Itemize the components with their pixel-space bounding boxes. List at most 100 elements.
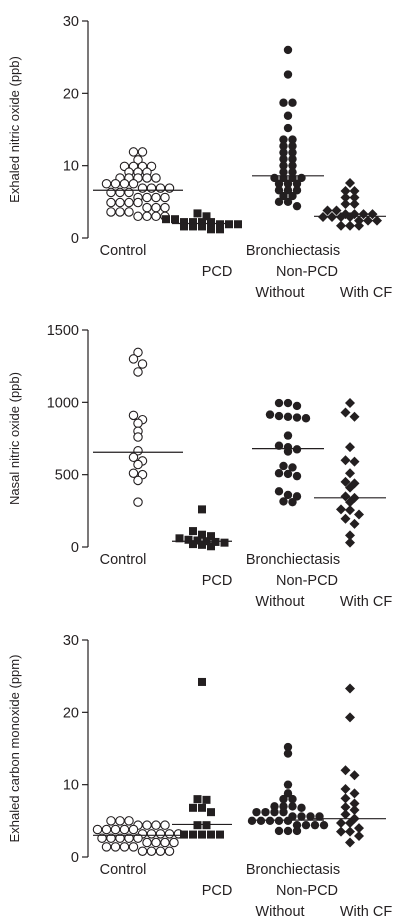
category-label-without: Without	[255, 594, 304, 610]
data-point	[274, 487, 284, 496]
data-point	[297, 812, 306, 821]
data-point	[137, 183, 148, 193]
data-point	[142, 192, 152, 203]
data-point	[283, 490, 293, 500]
data-point	[189, 830, 197, 839]
category-label-nonpcd: Non-PCD	[276, 883, 338, 899]
data-point	[319, 820, 329, 830]
data-point	[279, 807, 288, 817]
data-point	[207, 532, 215, 541]
data-point	[354, 823, 364, 834]
data-point	[349, 770, 360, 781]
data-point	[292, 201, 302, 211]
data-point	[288, 98, 297, 107]
data-point	[133, 197, 143, 208]
data-point	[297, 803, 306, 813]
data-point	[155, 829, 166, 839]
data-point	[128, 468, 139, 478]
data-point	[349, 192, 360, 203]
data-point	[345, 482, 355, 493]
data-point	[106, 816, 116, 826]
data-point	[283, 469, 293, 479]
data-point	[160, 820, 170, 830]
data-point	[119, 179, 130, 189]
data-point	[252, 807, 261, 817]
data-point	[279, 154, 288, 164]
data-point	[354, 220, 364, 231]
data-point	[142, 173, 152, 183]
data-point	[292, 826, 302, 836]
data-point	[345, 212, 355, 223]
data-point	[340, 809, 351, 820]
data-point	[106, 833, 116, 843]
category-label-without: Without	[255, 285, 304, 301]
data-point	[184, 535, 193, 544]
data-point	[151, 837, 161, 848]
data-point	[283, 742, 293, 752]
data-point	[169, 837, 179, 848]
data-point	[101, 824, 112, 835]
y-tick-label: 1000	[47, 395, 79, 411]
data-point	[340, 513, 351, 524]
data-point	[283, 780, 293, 789]
data-point	[349, 518, 360, 529]
data-point	[274, 398, 284, 408]
data-point	[279, 161, 288, 170]
data-point	[292, 179, 302, 188]
data-point	[279, 135, 288, 144]
category-label-without: Without	[255, 904, 304, 920]
data-point	[331, 205, 342, 216]
data-point	[110, 824, 121, 835]
data-point	[133, 367, 143, 377]
data-point	[288, 135, 297, 144]
data-point	[115, 187, 125, 198]
category-label-pcd: PCD	[202, 883, 233, 899]
data-point	[216, 830, 224, 839]
data-point	[110, 842, 121, 852]
data-point	[124, 187, 134, 198]
data-point	[106, 197, 116, 208]
data-point	[288, 141, 297, 151]
y-tick-label: 0	[71, 540, 79, 556]
data-point	[283, 398, 293, 408]
data-point	[106, 187, 116, 198]
data-point	[288, 794, 297, 804]
data-point	[115, 197, 125, 208]
data-point	[274, 186, 284, 195]
y-tick-label: 10	[63, 778, 79, 794]
data-point	[164, 829, 175, 839]
category-label-bronchiectasis: Bronchiectasis	[246, 243, 340, 259]
data-point	[345, 468, 355, 479]
data-point	[216, 225, 224, 234]
data-point	[151, 820, 161, 830]
data-point	[151, 202, 161, 213]
data-point	[288, 497, 297, 507]
data-point	[354, 509, 364, 520]
data-point	[207, 808, 215, 817]
data-point	[283, 789, 293, 798]
data-point	[283, 826, 293, 836]
data-point	[247, 816, 257, 826]
data-point	[345, 497, 355, 508]
category-label-bronchiectasis: Bronchiectasis	[246, 862, 340, 878]
data-point	[288, 463, 297, 472]
data-point	[261, 807, 270, 817]
data-point	[202, 795, 211, 804]
data-point	[202, 821, 211, 830]
y-tick-label: 20	[63, 86, 79, 102]
data-point	[354, 831, 364, 842]
data-point	[283, 816, 293, 826]
data-point	[345, 712, 355, 723]
data-point	[198, 540, 206, 549]
data-point	[301, 414, 311, 423]
data-point	[193, 821, 202, 830]
data-point	[349, 411, 360, 422]
y-axis-title: Nasal nitric oxide (ppb)	[7, 372, 22, 505]
data-point	[207, 830, 215, 839]
data-point	[106, 207, 116, 217]
data-point	[372, 215, 382, 226]
data-point	[142, 837, 152, 848]
data-point	[340, 185, 351, 196]
data-point	[310, 820, 320, 830]
category-label-nonpcd: Non-PCD	[276, 573, 338, 589]
